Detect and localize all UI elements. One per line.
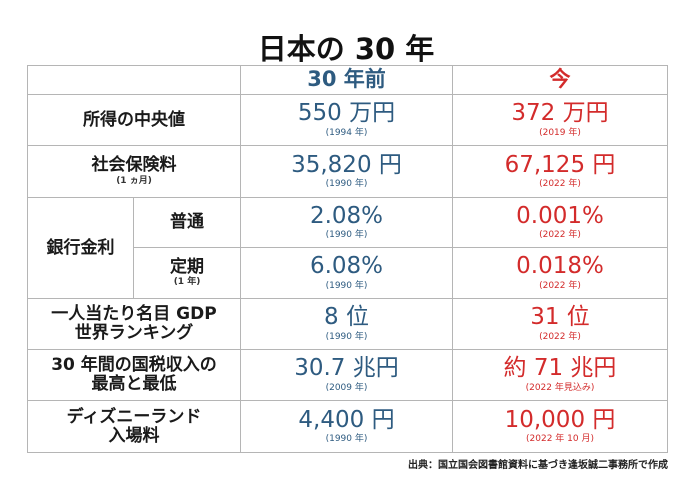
- header-past: 30 年前: [240, 65, 453, 95]
- row-label-line1: 一人当たり名目 GDP: [51, 304, 217, 325]
- row-label-text: 社会保険料: [91, 155, 177, 176]
- past-cell: 4,400 円 (1990 年): [240, 400, 453, 453]
- past-year: (1990 年): [325, 179, 368, 190]
- now-cell: 67,125 円 (2022 年): [452, 145, 668, 198]
- past-cell: 6.08% (1990 年): [240, 247, 453, 299]
- now-value: 31 位: [530, 304, 590, 331]
- now-year: (2022 年見込み): [525, 382, 595, 393]
- now-cell: 約 71 兆円 (2022 年見込み): [452, 349, 668, 401]
- row-label: 社会保険料 (1 ヵ月): [27, 145, 241, 198]
- comparison-table: 30 年前 今 所得の中央値 550 万円 (1994 年) 372 万円 (201…: [27, 65, 668, 453]
- past-year: (1990 年): [325, 280, 368, 291]
- now-cell: 372 万円 (2019 年): [452, 94, 668, 146]
- now-year: (2022 年): [539, 280, 581, 291]
- row-label-line2: 世界ランキング: [74, 323, 194, 343]
- row-label-line1: ディズニーランド: [66, 406, 202, 427]
- row-label-line1: 30 年間の国税収入の: [51, 355, 217, 376]
- row-note: (1 ヵ月): [116, 175, 152, 186]
- row-label: 所得の中央値: [27, 94, 241, 146]
- now-year: (2022 年): [539, 331, 581, 342]
- row-label: ディズニーランド 入場料: [27, 400, 241, 453]
- row-note: (1 年): [173, 277, 201, 288]
- table-row: 所得の中央値 550 万円 (1994 年) 372 万円 (2019 年): [27, 94, 668, 146]
- past-cell: 2.08% (1990 年): [240, 197, 453, 248]
- table-row: 定期 (1 年) 6.08% (1990 年) 0.018% (2022 年): [28, 247, 668, 299]
- source-note: 出典：国立国会図書館資料に基づき逢坂誠二事務所で作成: [408, 460, 668, 471]
- now-value: 372 万円: [511, 100, 609, 127]
- now-value: 約 71 兆円: [503, 355, 617, 382]
- now-cell: 0.018% (2022 年): [452, 247, 668, 299]
- now-year: (2022 年): [539, 230, 581, 241]
- now-year: (2019 年): [539, 127, 581, 138]
- now-value: 0.001%: [516, 202, 604, 229]
- past-cell: 35,820 円 (1990 年): [240, 145, 453, 198]
- row-label: 定期 (1 年): [133, 247, 241, 299]
- past-value: 4,400 円: [298, 406, 395, 433]
- row-label: 一人当たり名目 GDP 世界ランキング: [27, 298, 241, 350]
- past-value: 2.08%: [309, 202, 384, 229]
- row-label-line2: 入場料: [108, 425, 160, 446]
- now-year: (2022 年 10 月): [526, 434, 594, 445]
- past-value: 30.7 兆円: [294, 355, 399, 382]
- table-row: 社会保険料 (1 ヵ月) 35,820 円 (1990 年) 67,125 円 (20…: [27, 145, 668, 198]
- row-label: 普通: [133, 197, 241, 248]
- past-value: 35,820 円: [291, 151, 402, 178]
- row-label-text: 定期: [170, 256, 204, 277]
- past-year: (1990 年): [325, 434, 368, 445]
- table-row: ディズニーランド 入場料 4,400 円 (1990 年) 10,000 円 (202…: [27, 400, 668, 453]
- row-label: 30 年間の国税収入の 最高と最低: [27, 349, 241, 401]
- bank-group-label: 銀行金利: [27, 197, 134, 299]
- past-cell: 30.7 兆円 (2009 年): [240, 349, 453, 401]
- past-value: 550 万円: [297, 100, 396, 127]
- past-year: (2009 年): [325, 382, 368, 393]
- past-year: (1994 年): [325, 127, 368, 138]
- header-row: 30 年前 今: [27, 65, 668, 95]
- page-title: 日本の 30 年: [257, 32, 435, 66]
- now-value: 10,000 円: [504, 406, 616, 433]
- header-empty: [27, 65, 241, 95]
- now-value: 67,125 円: [504, 151, 616, 178]
- past-cell: 550 万円 (1994 年): [240, 94, 453, 146]
- now-cell: 0.001% (2022 年): [452, 197, 668, 248]
- now-value: 0.018%: [516, 253, 604, 280]
- now-year: (2022 年): [539, 179, 581, 190]
- table-row: 一人当たり名目 GDP 世界ランキング 8 位 (1990 年) 31 位 (2022…: [27, 298, 668, 350]
- table-row: 銀行金利 普通 2.08% (1990 年) 0.001% (2022 年): [27, 197, 668, 299]
- table-row: 30 年間の国税収入の 最高と最低 30.7 兆円 (2009 年) 約 71 兆円…: [27, 349, 668, 401]
- past-year: (1990 年): [325, 230, 368, 241]
- past-year: (1990 年): [325, 331, 368, 342]
- past-cell: 8 位 (1990 年): [240, 298, 453, 350]
- row-label-line2: 最高と最低: [91, 374, 177, 394]
- header-now: 今: [452, 65, 668, 95]
- now-cell: 31 位 (2022 年): [452, 298, 668, 350]
- past-value: 8 位: [324, 304, 369, 331]
- now-cell: 10,000 円 (2022 年 10 月): [452, 400, 668, 453]
- past-value: 6.08%: [309, 253, 384, 280]
